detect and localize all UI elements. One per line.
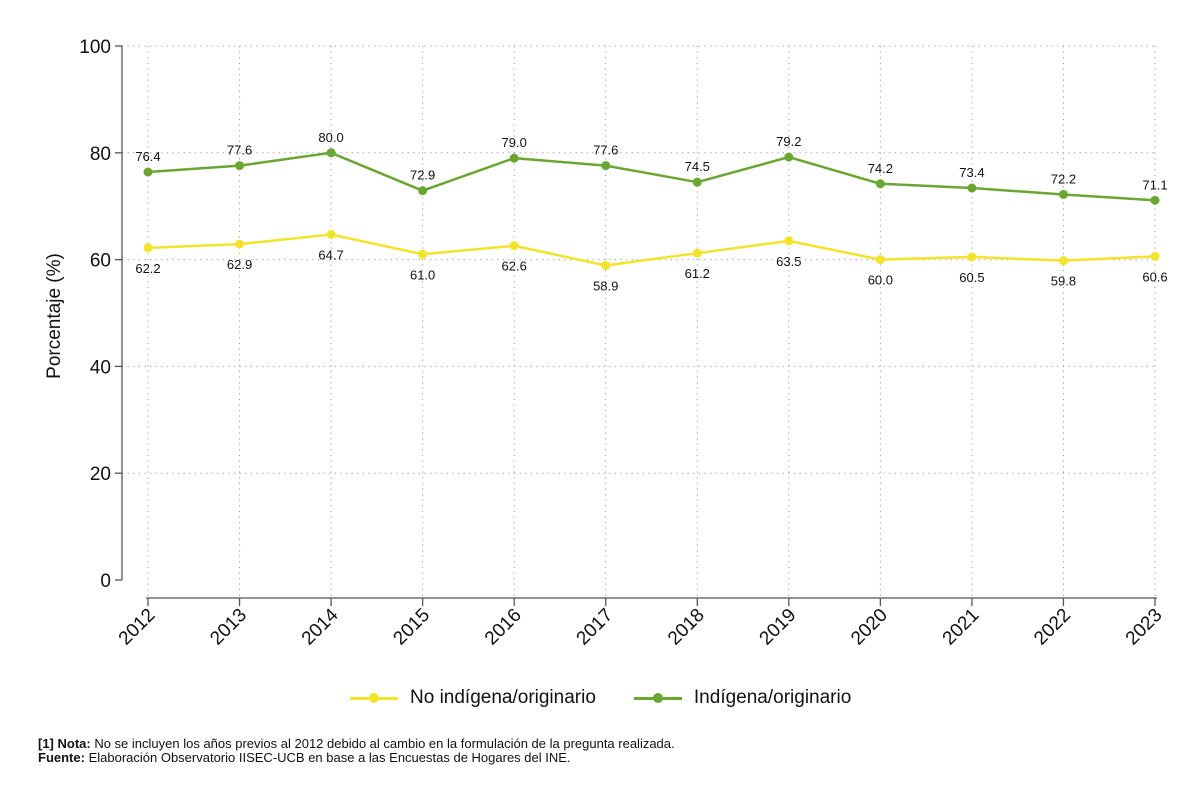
legend-label-indigena: Indígena/originario: [693, 687, 852, 708]
data-point: [967, 183, 977, 193]
data-label: 73.4: [959, 165, 984, 180]
y-tick-label: 100: [79, 37, 111, 58]
legend-marker-no-indigena: [369, 693, 379, 703]
x-tick-label: 2012: [115, 605, 160, 650]
data-label: 74.2: [868, 161, 893, 176]
footnotes: [1] Nota: No se incluyen los años previo…: [38, 737, 675, 765]
data-point: [509, 153, 519, 163]
data-point: [509, 241, 519, 251]
x-tick-label: 2017: [573, 605, 618, 650]
data-point: [875, 179, 885, 189]
data-point: [418, 186, 428, 196]
data-point: [1058, 189, 1068, 199]
legend-marker-indigena: [652, 693, 663, 703]
legend-item-indigena: Indígena/originario: [633, 687, 852, 709]
y-tick-label: 0: [100, 571, 111, 592]
source-label: Fuente:: [38, 750, 85, 765]
data-label: 60.5: [959, 270, 984, 285]
x-tick-label: 2020: [847, 605, 892, 650]
line-chart: 0 20 40 60 80 100 Porcentaje (%) 2012 2013 2014 20…: [44, 37, 1168, 650]
legend-item-no-indigena: No indígena/originario: [350, 687, 596, 709]
data-label: 59.8: [1051, 274, 1076, 289]
x-tick-label: 2019: [756, 605, 801, 650]
data-label: 60.6: [1142, 269, 1167, 284]
legend-label-no-indigena: No indígena/originario: [410, 687, 596, 708]
y-axis-title: Porcentaje (%): [44, 253, 65, 379]
legend-swatch-indigena: [633, 691, 682, 705]
data-label: 71.1: [1142, 177, 1167, 192]
data-point: [601, 161, 611, 171]
series-0: 62.2 62.9 64.7 61.0 62.6 58.9 61.2 63.5 60.0 60.5…: [135, 230, 1168, 293]
x-tick-label: 2018: [664, 605, 709, 650]
note-text: No se incluyen los años previos al 2012 …: [90, 736, 675, 751]
data-point: [692, 248, 702, 258]
series-line: [147, 233, 1156, 267]
data-label: 61.2: [685, 266, 710, 281]
x-tick-label: 2015: [389, 605, 434, 650]
data-point: [784, 152, 794, 162]
data-point: [1058, 256, 1068, 266]
data-point: [1150, 251, 1160, 261]
data-point: [1150, 195, 1160, 205]
x-tick-label: 2016: [481, 605, 526, 650]
source-text: Elaboración Observatorio IISEC-UCB en ba…: [84, 750, 571, 765]
x-tick-label: 2022: [1030, 605, 1075, 650]
data-point: [326, 230, 336, 240]
data-label: 74.5: [685, 159, 710, 174]
x-tick-label: 2013: [206, 605, 251, 650]
source-line: Fuente: Elaboración Observatorio IISEC-U…: [38, 751, 675, 765]
legend: No indígena/originario Indígena/originar…: [350, 683, 889, 713]
data-label: 80.0: [318, 130, 343, 145]
data-point: [143, 167, 153, 177]
data-label: 79.2: [776, 134, 801, 149]
data-point: [601, 260, 611, 270]
data-point: [784, 236, 794, 246]
data-point: [418, 249, 428, 259]
x-tick-label: 2014: [298, 604, 343, 649]
data-label: 77.6: [227, 143, 252, 158]
data-point: [235, 161, 245, 171]
data-point: [143, 243, 153, 253]
data-label: 63.5: [776, 254, 801, 269]
data-label: 60.0: [868, 273, 893, 288]
data-label: 62.9: [227, 257, 252, 272]
note-label: [1] Nota:: [38, 736, 91, 751]
data-point: [967, 252, 977, 262]
data-label: 77.6: [593, 143, 618, 158]
data-point: [326, 148, 336, 158]
data-label: 79.0: [502, 135, 527, 150]
x-tick-label: 2021: [939, 605, 984, 650]
data-label: 76.4: [135, 149, 160, 164]
legend-swatch-no-indigena: [350, 691, 398, 705]
series-1: 76.4 77.6 80.0 72.9 79.0 77.6 74.5 79.2 74.2 73.4…: [135, 130, 1168, 205]
y-tick-label: 20: [90, 464, 111, 485]
data-label: 72.2: [1051, 171, 1076, 186]
data-label: 62.6: [502, 259, 527, 274]
data-label: 61.0: [410, 267, 435, 282]
series-line: [147, 151, 1156, 202]
data-point: [875, 255, 885, 265]
y-tick-label: 60: [90, 251, 111, 272]
x-tick-label: 2023: [1122, 605, 1167, 650]
data-label: 72.9: [410, 168, 435, 183]
note-line: [1] Nota: No se incluyen los años previo…: [38, 737, 675, 751]
y-tick-label: 40: [90, 357, 111, 378]
y-tick-label: 80: [90, 144, 111, 165]
data-label: 64.7: [318, 248, 343, 263]
data-label: 62.2: [135, 261, 160, 276]
data-point: [235, 239, 245, 249]
grid-lines: [122, 45, 1157, 598]
data-point: [692, 177, 702, 187]
data-label: 58.9: [593, 278, 618, 293]
